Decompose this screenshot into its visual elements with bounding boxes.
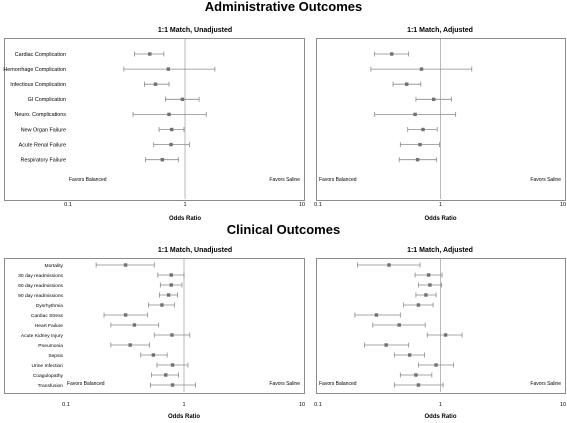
- panel-title-clinical-unadjusted: 1:1 Match, Unadjusted: [157, 247, 233, 254]
- panel3-row-label-9: Pneumonia: [38, 343, 63, 349]
- panel3-point-marker-9: [128, 343, 132, 347]
- panel1-row-label-3: Infectious Complication: [10, 82, 66, 88]
- panel3-row-label-11: Urine Infection: [31, 363, 63, 369]
- panel1-row-label-8: Respiratory Failure: [20, 158, 66, 164]
- panel3-point-marker-7: [132, 323, 137, 327]
- panel1-point-marker-4: [180, 97, 185, 101]
- panel4-point-marker-10: [407, 353, 412, 357]
- panel4-x-tick-label-3: 10: [560, 402, 566, 408]
- panel1-row-label-5: Neuro. Complications: [14, 112, 66, 118]
- panel4-point-marker-4: [424, 293, 428, 297]
- panel1-x-tick-label-2: 1: [183, 202, 186, 208]
- panel3-point-marker-2: [169, 273, 173, 277]
- panel2-point-marker-8: [415, 158, 420, 162]
- panel4-point-marker-6: [374, 313, 379, 317]
- panel3-row-label-2: 30 day readmissions: [18, 273, 63, 279]
- section-title-administrative: Administrative Outcomes: [204, 0, 363, 14]
- panel4-point-marker-7: [397, 323, 401, 327]
- panel1-x-tick-label-1: 0.1: [64, 202, 72, 208]
- panel3-point-marker-6: [123, 313, 128, 317]
- panel1-point-marker-1: [148, 52, 152, 56]
- panel2-point-marker-6: [421, 127, 425, 132]
- panel1-point-marker-6: [170, 127, 174, 132]
- panel1-row-label-2: Hemorrhage Complication: [3, 67, 66, 73]
- panel1-point-marker-8: [160, 158, 165, 162]
- panel2-point-marker-7: [418, 142, 422, 147]
- panel3-point-marker-5: [160, 303, 164, 307]
- panel3-point-marker-11: [170, 363, 175, 367]
- panel4-x-tick-label-1: 0.1: [314, 402, 322, 408]
- panel3-row-label-13: Transfusion: [38, 383, 64, 389]
- admin-unadjusted-plot-frame: [4, 38, 305, 201]
- panel1-row-label-4: GI Complication: [28, 97, 66, 103]
- panel1-point-marker-7: [169, 142, 173, 147]
- panel1-note-favors-saline: Favors Saline: [269, 177, 300, 183]
- panel1-row-label-1: Cardiac Complication: [15, 52, 66, 58]
- panel4-point-marker-3: [428, 283, 432, 287]
- panel3-point-marker-3: [169, 283, 173, 287]
- panel3-point-marker-1: [123, 263, 128, 267]
- panel3-point-marker-13: [170, 383, 175, 387]
- panel-title-clinical-adjusted: 1:1 Match, Adjusted: [407, 247, 473, 254]
- panel4-note-favors-saline: Favors Saline: [530, 381, 561, 387]
- panel4-point-marker-8: [443, 333, 448, 337]
- panel2-point-marker-2: [419, 67, 424, 71]
- panel3-row-label-7: Heart Failure: [35, 323, 64, 329]
- panel3-x-tick-label-3: 10: [299, 402, 305, 408]
- panel3-point-marker-8: [170, 333, 174, 337]
- panel3-row-label-1: Mortality: [45, 263, 64, 269]
- admin-adjusted-plot-frame: [316, 38, 566, 201]
- panel1-x-tick-label-3: 10: [299, 202, 305, 208]
- panel4-x-tick-label-2: 1: [439, 402, 442, 408]
- panel2-point-marker-1: [390, 52, 394, 56]
- panel2-note-favors-balanced: Favors Balanced: [319, 177, 357, 183]
- panel3-row-label-8: Acute Kidney Injury: [21, 333, 64, 339]
- panel4-point-marker-5: [416, 303, 421, 307]
- panel1-x-axis-label: Odds Ratio: [169, 216, 201, 222]
- panel2-note-favors-saline: Favors Saline: [530, 177, 561, 183]
- panel4-point-marker-9: [384, 343, 388, 347]
- panel2-point-marker-4: [431, 97, 436, 101]
- panel3-x-tick-label-1: 0.1: [62, 402, 70, 408]
- panel2-x-tick-label-3: 10: [560, 202, 566, 208]
- panel-title-admin-unadjusted: 1:1 Match, Unadjusted: [157, 27, 233, 34]
- panel3-point-marker-4: [166, 293, 171, 297]
- panel4-point-marker-1: [387, 263, 391, 267]
- panel1-row-label-7: Acute Renal Failure: [19, 142, 66, 148]
- panel4-note-favors-balanced: Favors Balanced: [319, 381, 357, 387]
- panel3-row-label-6: Cardiac Stress: [31, 313, 64, 319]
- clinical-adjusted-plot-frame: [316, 258, 566, 394]
- panel3-row-label-12: Coagulopathy: [33, 373, 64, 379]
- panel3-point-marker-12: [164, 373, 168, 377]
- clinical-unadjusted-plot-frame: [4, 258, 305, 394]
- panel4-point-marker-11: [434, 363, 438, 367]
- panel2-x-tick-label-2: 1: [439, 202, 442, 208]
- panel3-x-tick-label-2: 1: [182, 402, 185, 408]
- panel2-point-marker-3: [405, 82, 409, 86]
- panel3-row-label-4: 90 day readmissions: [18, 293, 63, 299]
- panel3-row-label-5: Dysrhythmia: [36, 303, 63, 309]
- panel3-row-label-3: 60 day readmissions: [18, 283, 63, 289]
- panel4-x-axis-label: Odds Ratio: [424, 414, 456, 420]
- panel4-point-marker-2: [426, 273, 431, 277]
- panel3-point-marker-10: [151, 353, 156, 357]
- panel1-point-marker-2: [166, 67, 171, 71]
- section-title-clinical: Clinical Outcomes: [226, 222, 341, 237]
- panel2-x-axis-label: Odds Ratio: [424, 216, 456, 222]
- panel2-x-tick-label-1: 0.1: [314, 202, 322, 208]
- panel-title-admin-adjusted: 1:1 Match, Adjusted: [407, 27, 473, 34]
- panel3-note-favors-balanced: Favors Balanced: [67, 381, 105, 387]
- panel1-point-marker-3: [153, 82, 158, 86]
- panel3-row-label-10: Sepsis: [48, 353, 63, 359]
- panel4-point-marker-13: [416, 383, 421, 387]
- panel4-point-marker-12: [414, 373, 418, 377]
- panel1-row-label-6: New Organ Failure: [21, 127, 66, 133]
- panel1-point-marker-5: [167, 112, 171, 117]
- panel3-x-axis-label: Odds Ratio: [168, 414, 200, 420]
- panel1-note-favors-balanced: Favors Balanced: [69, 177, 107, 183]
- panel2-point-marker-5: [413, 112, 417, 117]
- panel3-note-favors-saline: Favors Saline: [269, 381, 300, 387]
